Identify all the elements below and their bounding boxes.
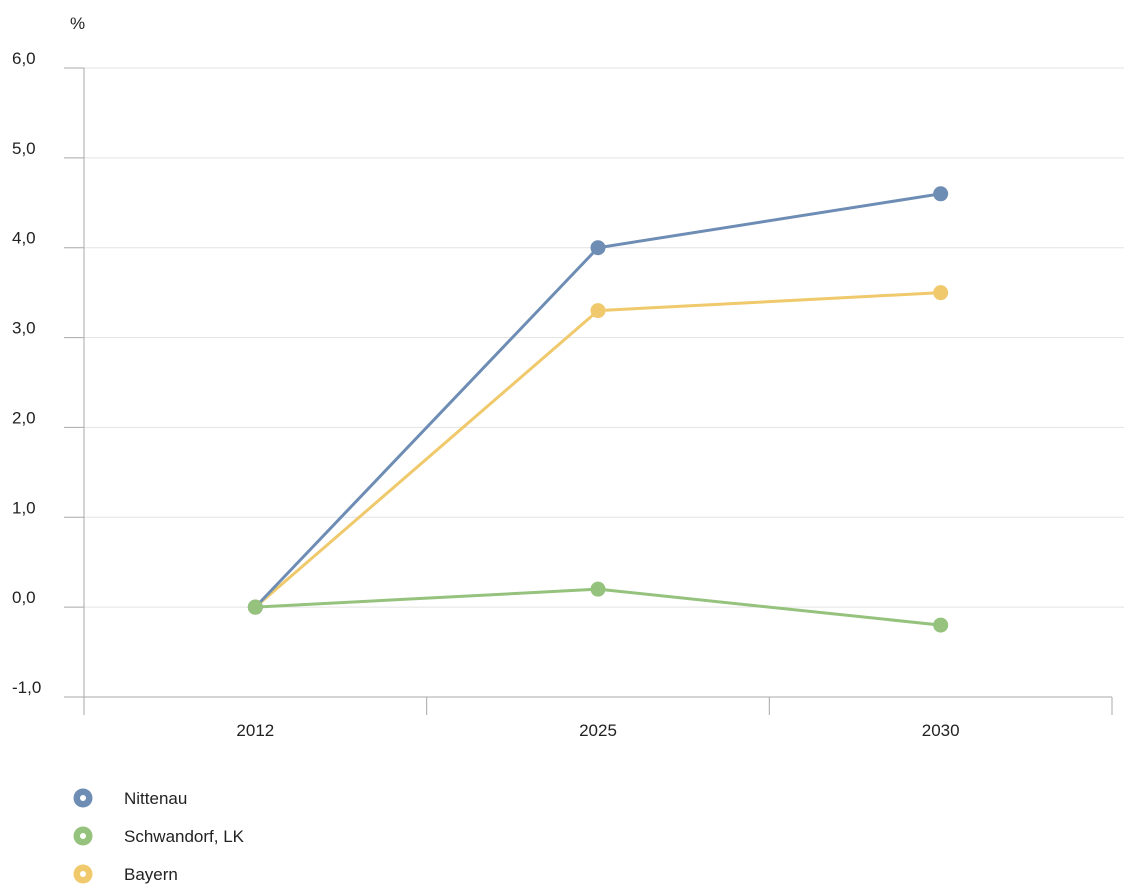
x-tick-label: 2025 <box>579 721 617 740</box>
data-point[interactable] <box>590 303 606 319</box>
x-tick-labels: 2012 2025 2030 <box>236 721 959 740</box>
data-point[interactable] <box>590 581 606 597</box>
y-axis-label: % <box>70 14 85 33</box>
y-tick-labels: -1,0 0,0 1,0 2,0 3,0 4,0 5,0 6,0 <box>12 49 41 697</box>
y-tick-label: 2,0 <box>12 408 36 427</box>
data-point[interactable] <box>933 285 949 301</box>
series-line <box>254 192 941 609</box>
data-point[interactable] <box>247 599 263 615</box>
y-tick-label: 4,0 <box>12 229 36 248</box>
data-point[interactable] <box>933 186 949 202</box>
y-tick-label: 6,0 <box>12 49 36 68</box>
series-line <box>254 291 941 609</box>
legend-marker-dot <box>80 795 86 801</box>
data-point[interactable] <box>590 240 606 256</box>
data-point[interactable] <box>933 617 949 633</box>
y-tick-label: 1,0 <box>12 498 36 517</box>
axes <box>64 67 1113 715</box>
y-tick-label: 5,0 <box>12 139 36 158</box>
y-tick-label: -1,0 <box>12 678 41 697</box>
x-tick-label: 2030 <box>922 721 960 740</box>
legend: Nittenau Schwandorf, LK Bayern <box>73 788 245 884</box>
grid-lines <box>84 67 1124 608</box>
legend-label[interactable]: Schwandorf, LK <box>124 827 245 846</box>
y-tick-label: 3,0 <box>12 319 36 338</box>
y-tick-label: 0,0 <box>12 588 36 607</box>
series-group <box>247 186 949 633</box>
x-tick-label: 2012 <box>236 721 274 740</box>
legend-marker-dot <box>80 871 86 877</box>
legend-label[interactable]: Bayern <box>124 865 178 884</box>
legend-label[interactable]: Nittenau <box>124 789 187 808</box>
legend-marker-dot <box>80 833 86 839</box>
